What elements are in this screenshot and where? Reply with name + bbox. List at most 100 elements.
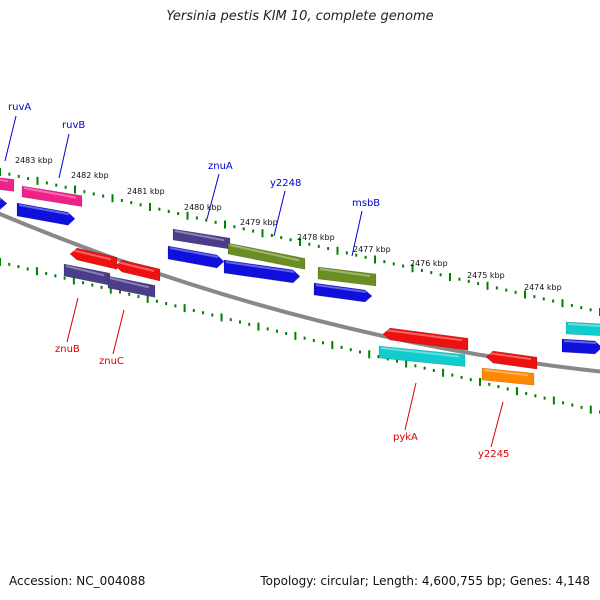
gene-highlight — [483, 369, 529, 377]
scale-tick — [331, 341, 334, 350]
gene-arrow — [63, 263, 111, 286]
scale-tick — [552, 396, 555, 405]
scale-tick — [17, 174, 20, 178]
scale-tick — [432, 368, 435, 372]
gene-body — [223, 259, 301, 284]
scale-tick — [458, 277, 461, 281]
gene-body — [378, 345, 466, 367]
scale-tick — [515, 387, 518, 396]
scale-tick — [570, 303, 573, 307]
label-leader-line — [58, 133, 70, 179]
gene-highlight — [225, 261, 295, 273]
scale-tick — [167, 209, 170, 213]
gene-highlight — [315, 284, 367, 293]
scale-tick — [183, 304, 186, 313]
scale-tick — [542, 297, 545, 301]
scale-tick — [533, 295, 536, 299]
scale-tick — [186, 211, 189, 220]
gene-arrow — [21, 185, 83, 207]
scale-tick — [505, 288, 508, 292]
scale-tick — [525, 392, 528, 396]
scale-tick — [561, 299, 564, 308]
gene-body — [21, 185, 83, 207]
scale-tick — [17, 265, 20, 269]
scale-tick — [45, 272, 48, 276]
gene-arrow — [485, 350, 538, 370]
scale-tick — [345, 251, 348, 255]
gene-arrow — [481, 367, 535, 386]
scale-tick — [275, 329, 278, 333]
gene-highlight — [487, 352, 532, 361]
scale-tick — [119, 290, 121, 294]
gene-body — [313, 282, 373, 303]
scale-tick — [451, 373, 454, 377]
scale-tick — [74, 185, 76, 194]
scale-tick — [174, 304, 177, 308]
gene-highlight — [319, 268, 371, 277]
scale-tick — [336, 246, 339, 255]
scale-tick — [120, 198, 123, 202]
scale-tick — [220, 313, 223, 322]
scale-tick — [479, 378, 481, 386]
gene-highlight — [109, 277, 150, 289]
gene-body — [107, 275, 156, 298]
gene-arrow — [565, 321, 600, 336]
scale-tick — [486, 281, 489, 290]
gene-label: ruvB — [62, 120, 85, 131]
scale-tick — [211, 313, 214, 317]
scale-tick — [239, 320, 241, 324]
scale-tick — [449, 273, 451, 281]
scale-tick — [430, 271, 433, 275]
gene-label: ruvA — [8, 102, 31, 113]
scale-tick — [477, 282, 480, 286]
label-leader-line — [66, 297, 79, 343]
scale-tick — [308, 242, 311, 246]
gene-body — [167, 245, 225, 269]
scale-tick — [111, 194, 114, 203]
scale-tick — [224, 220, 226, 229]
kbp-tick-label: 2483 kbp — [15, 156, 53, 165]
scale-tick — [303, 336, 306, 340]
scale-tick — [192, 308, 195, 312]
scale-tick — [580, 405, 583, 409]
label-leader-line — [351, 210, 363, 257]
gene-track — [0, 177, 600, 386]
gene-highlight — [567, 323, 600, 327]
scale-tick — [72, 276, 75, 285]
scale-tick — [506, 387, 509, 391]
scale-tick — [102, 194, 105, 198]
gene-label: y2245 — [478, 449, 509, 460]
scale-tick — [495, 286, 498, 290]
gene-arrow — [107, 275, 156, 298]
scale-tick — [580, 306, 583, 310]
gene-body — [16, 202, 76, 226]
gene-highlight — [174, 230, 225, 242]
scale-tick — [36, 176, 39, 185]
label-leader-line — [112, 309, 125, 355]
gene-arrow — [69, 247, 118, 270]
gene-arrow — [0, 177, 15, 192]
gene-label: msbB — [352, 198, 380, 209]
gene-highlight — [384, 329, 463, 342]
gene-highlight — [229, 244, 300, 262]
gene-body — [0, 197, 8, 210]
scale-tick — [312, 338, 315, 342]
gene-body — [561, 338, 600, 355]
scale-tick — [285, 332, 288, 336]
scale-tick — [534, 394, 537, 398]
gene-arrow — [378, 345, 466, 367]
scale-tick — [92, 192, 95, 196]
kbp-tick-label: 2475 kbp — [467, 271, 505, 280]
label-leader-line — [404, 382, 417, 431]
scale-tick — [377, 355, 380, 359]
scale-tick — [469, 378, 472, 382]
gene-arrow — [172, 228, 231, 250]
scale-tick — [355, 253, 358, 257]
label-leader-line — [206, 173, 220, 220]
scale-tick — [266, 327, 269, 331]
genome-summary: Topology: circular; Length: 4,600,755 bp… — [260, 574, 590, 588]
scale-tick — [392, 262, 395, 266]
scale-tick — [299, 238, 301, 246]
scale-tick — [257, 322, 260, 331]
